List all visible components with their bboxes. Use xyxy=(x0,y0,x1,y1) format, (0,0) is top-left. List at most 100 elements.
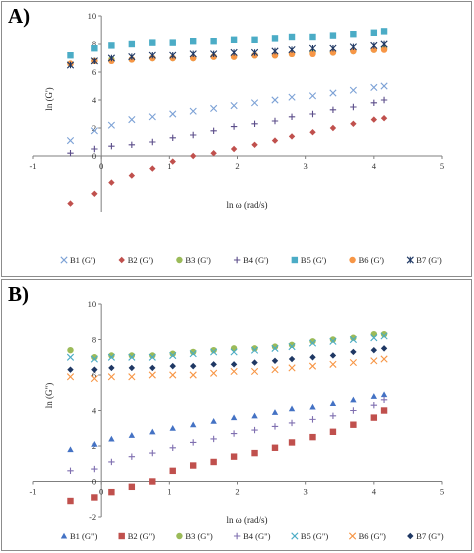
data-point xyxy=(309,403,316,410)
data-point xyxy=(251,36,258,43)
x-tick-label: 5 xyxy=(440,161,444,171)
data-point xyxy=(128,172,136,179)
data-point xyxy=(189,421,197,428)
y-tick-label: 0 xyxy=(92,151,96,161)
data-point xyxy=(169,444,176,451)
data-point xyxy=(288,343,296,351)
data-point xyxy=(189,152,197,160)
data-point xyxy=(148,353,156,361)
data-point xyxy=(67,52,74,59)
data-point xyxy=(210,348,218,356)
x-tick-label: 0 xyxy=(99,161,103,171)
data-point xyxy=(271,117,279,125)
data-point xyxy=(380,115,388,122)
x-tick-label: 3 xyxy=(304,487,308,497)
data-point xyxy=(288,33,296,41)
legend-item: B7 (G') xyxy=(406,255,442,265)
legend-label: B4 (G") xyxy=(243,531,270,541)
data-point xyxy=(329,428,337,435)
data-point xyxy=(251,120,258,127)
data-point xyxy=(230,145,238,153)
data-point xyxy=(271,343,279,350)
data-point xyxy=(67,150,74,157)
data-point xyxy=(288,113,296,120)
data-point xyxy=(288,405,296,412)
data-point xyxy=(370,41,378,49)
series-4 xyxy=(67,96,388,157)
data-point xyxy=(380,28,388,35)
data-point xyxy=(108,364,115,372)
data-point xyxy=(107,373,115,381)
data-point xyxy=(149,165,156,172)
data-point xyxy=(230,453,238,460)
data-point xyxy=(370,46,378,53)
data-point xyxy=(349,86,357,94)
y-tick-label: 6 xyxy=(92,67,96,77)
data-point xyxy=(309,354,316,361)
legend-label: B2 (G") xyxy=(128,531,155,541)
data-point xyxy=(128,352,136,359)
data-point xyxy=(107,121,115,129)
x-tick-label: 3 xyxy=(304,161,308,171)
legend-label: B4 (G') xyxy=(243,255,269,265)
data-point xyxy=(309,416,316,423)
data-point xyxy=(149,352,156,359)
legend-label: B1 (G') xyxy=(70,255,96,265)
data-point xyxy=(380,46,388,53)
data-point xyxy=(189,107,197,115)
series-1 xyxy=(66,82,388,145)
data-point xyxy=(329,337,337,345)
data-point xyxy=(230,102,238,110)
data-point xyxy=(230,53,238,60)
data-point xyxy=(128,364,136,372)
data-point xyxy=(288,341,296,349)
data-point xyxy=(380,391,388,398)
data-point xyxy=(380,396,388,404)
data-point xyxy=(189,362,197,370)
x-tick-label: 4 xyxy=(372,487,377,497)
data-point xyxy=(169,158,176,165)
data-point xyxy=(90,127,98,135)
data-point xyxy=(230,348,238,356)
data-point xyxy=(67,346,74,354)
data-point xyxy=(67,366,74,373)
data-point xyxy=(350,103,357,111)
data-point xyxy=(271,47,279,55)
data-point xyxy=(210,104,218,112)
data-point xyxy=(189,54,197,62)
x-tick-label: -1 xyxy=(29,487,36,497)
data-point xyxy=(169,351,177,360)
data-point xyxy=(380,345,388,352)
data-point xyxy=(329,352,337,359)
series-3 xyxy=(67,330,388,361)
series-3 xyxy=(67,45,388,67)
data-point xyxy=(350,47,357,55)
data-point xyxy=(308,362,317,370)
data-point xyxy=(66,137,75,145)
legend-label: B1 (G") xyxy=(70,531,97,541)
data-point xyxy=(108,352,115,359)
data-point xyxy=(350,334,357,341)
data-point xyxy=(128,453,136,460)
data-point xyxy=(350,120,357,127)
y-tick-label: 4 xyxy=(92,406,97,416)
data-point xyxy=(128,141,136,148)
x-tick-label: 4 xyxy=(372,161,377,171)
data-point xyxy=(149,478,156,485)
legend-item: B2 (G') xyxy=(118,255,154,265)
data-point xyxy=(230,430,238,437)
legend-item: B7 (G") xyxy=(407,531,444,541)
data-point xyxy=(288,93,296,101)
legend-item: B5 (G") xyxy=(291,531,328,541)
data-point xyxy=(370,401,378,409)
legend-label: B2 (G') xyxy=(128,255,154,265)
data-point xyxy=(271,366,279,374)
x-axis-title: ln ω (rad/s) xyxy=(227,200,268,210)
data-point xyxy=(210,346,217,354)
data-point xyxy=(210,50,218,58)
data-point xyxy=(329,49,337,56)
data-point xyxy=(380,40,388,48)
panel-label: A) xyxy=(8,4,31,28)
data-point xyxy=(230,414,238,421)
data-point xyxy=(230,345,238,352)
